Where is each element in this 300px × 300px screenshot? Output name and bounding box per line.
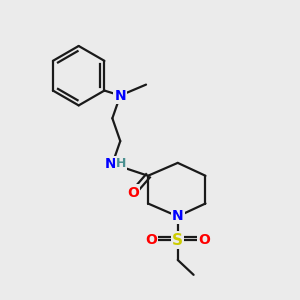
Text: O: O bbox=[199, 233, 210, 247]
Text: N: N bbox=[115, 88, 126, 103]
Text: O: O bbox=[145, 233, 157, 247]
Text: S: S bbox=[172, 233, 183, 248]
Text: N: N bbox=[105, 157, 116, 171]
Text: N: N bbox=[172, 209, 184, 224]
Text: H: H bbox=[116, 158, 127, 170]
Text: O: O bbox=[127, 186, 139, 200]
